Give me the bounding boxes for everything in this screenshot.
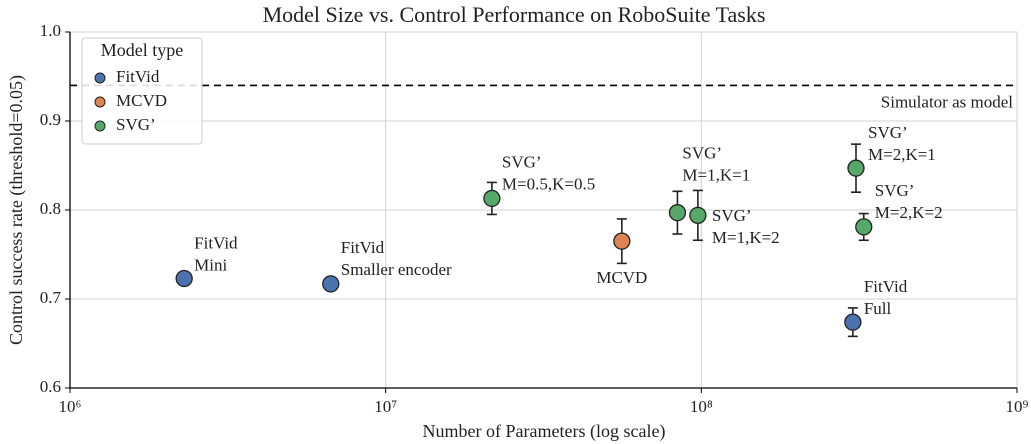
legend-title: Model type [101,40,184,60]
annotation: MCVD [596,268,647,287]
annotation: Mini [194,255,227,274]
annotation: Smaller encoder [341,260,452,279]
point-group [613,218,631,265]
point-group [483,181,501,216]
point-group [322,275,340,293]
point-group [855,212,873,242]
legend-label: FitVid [116,67,160,86]
y-tick-label: 0.6 [40,377,61,396]
x-tick-label: 10⁶ [59,397,82,416]
annotation: M=0.5,K=0.5 [502,174,595,193]
point [855,218,873,236]
point-group [844,307,862,338]
x-tick-label: 10⁷ [374,397,397,416]
annotation: FitVid [194,233,238,252]
legend-marker [94,96,106,108]
point [668,204,687,222]
annotation: Full [864,299,892,318]
annotation: M=2,K=1 [868,145,936,164]
point-group [689,189,707,242]
point-group [175,269,193,288]
x-tick-label: 10⁸ [690,397,713,416]
legend-label: MCVD [116,91,167,110]
point-group [668,190,687,235]
x-tick-label: 10⁹ [1006,397,1029,416]
y-tick-label: 0.8 [40,199,61,218]
y-axis-label: Control success rate (threshold=0.05) [6,75,27,345]
point [847,159,865,177]
annotation: SVG’ [712,206,752,225]
legend: Model type FitVid MCVD SVG’ [81,37,203,145]
y-tick-label: 0.9 [40,110,61,129]
point [613,232,631,250]
legend-marker [94,120,106,132]
point [483,189,501,208]
chart-title: Model Size vs. Control Performance on Ro… [263,2,766,27]
annotation: SVG’ [875,181,915,200]
annotation: FitVid [864,277,908,296]
point [322,275,340,293]
legend-label: SVG’ [116,115,156,134]
annotation: M=2,K=2 [875,203,943,222]
point [175,269,193,288]
annotation: M=1,K=1 [682,166,750,185]
x-axis-label: Number of Parameters (log scale) [423,421,666,442]
annotation: SVG’ [682,144,722,163]
annotation: M=1,K=2 [712,228,780,247]
reference-label: Simulator as model [881,92,1013,111]
annotation: SVG’ [502,152,542,171]
point [844,313,862,331]
y-tick-label: 0.7 [40,288,62,307]
legend-marker [94,72,106,84]
annotation: FitVid [341,238,385,257]
point-group [847,143,865,193]
legend-box [81,37,203,145]
point [689,206,707,224]
y-tick-label: 1.0 [40,21,61,40]
annotation: SVG’ [868,123,908,142]
